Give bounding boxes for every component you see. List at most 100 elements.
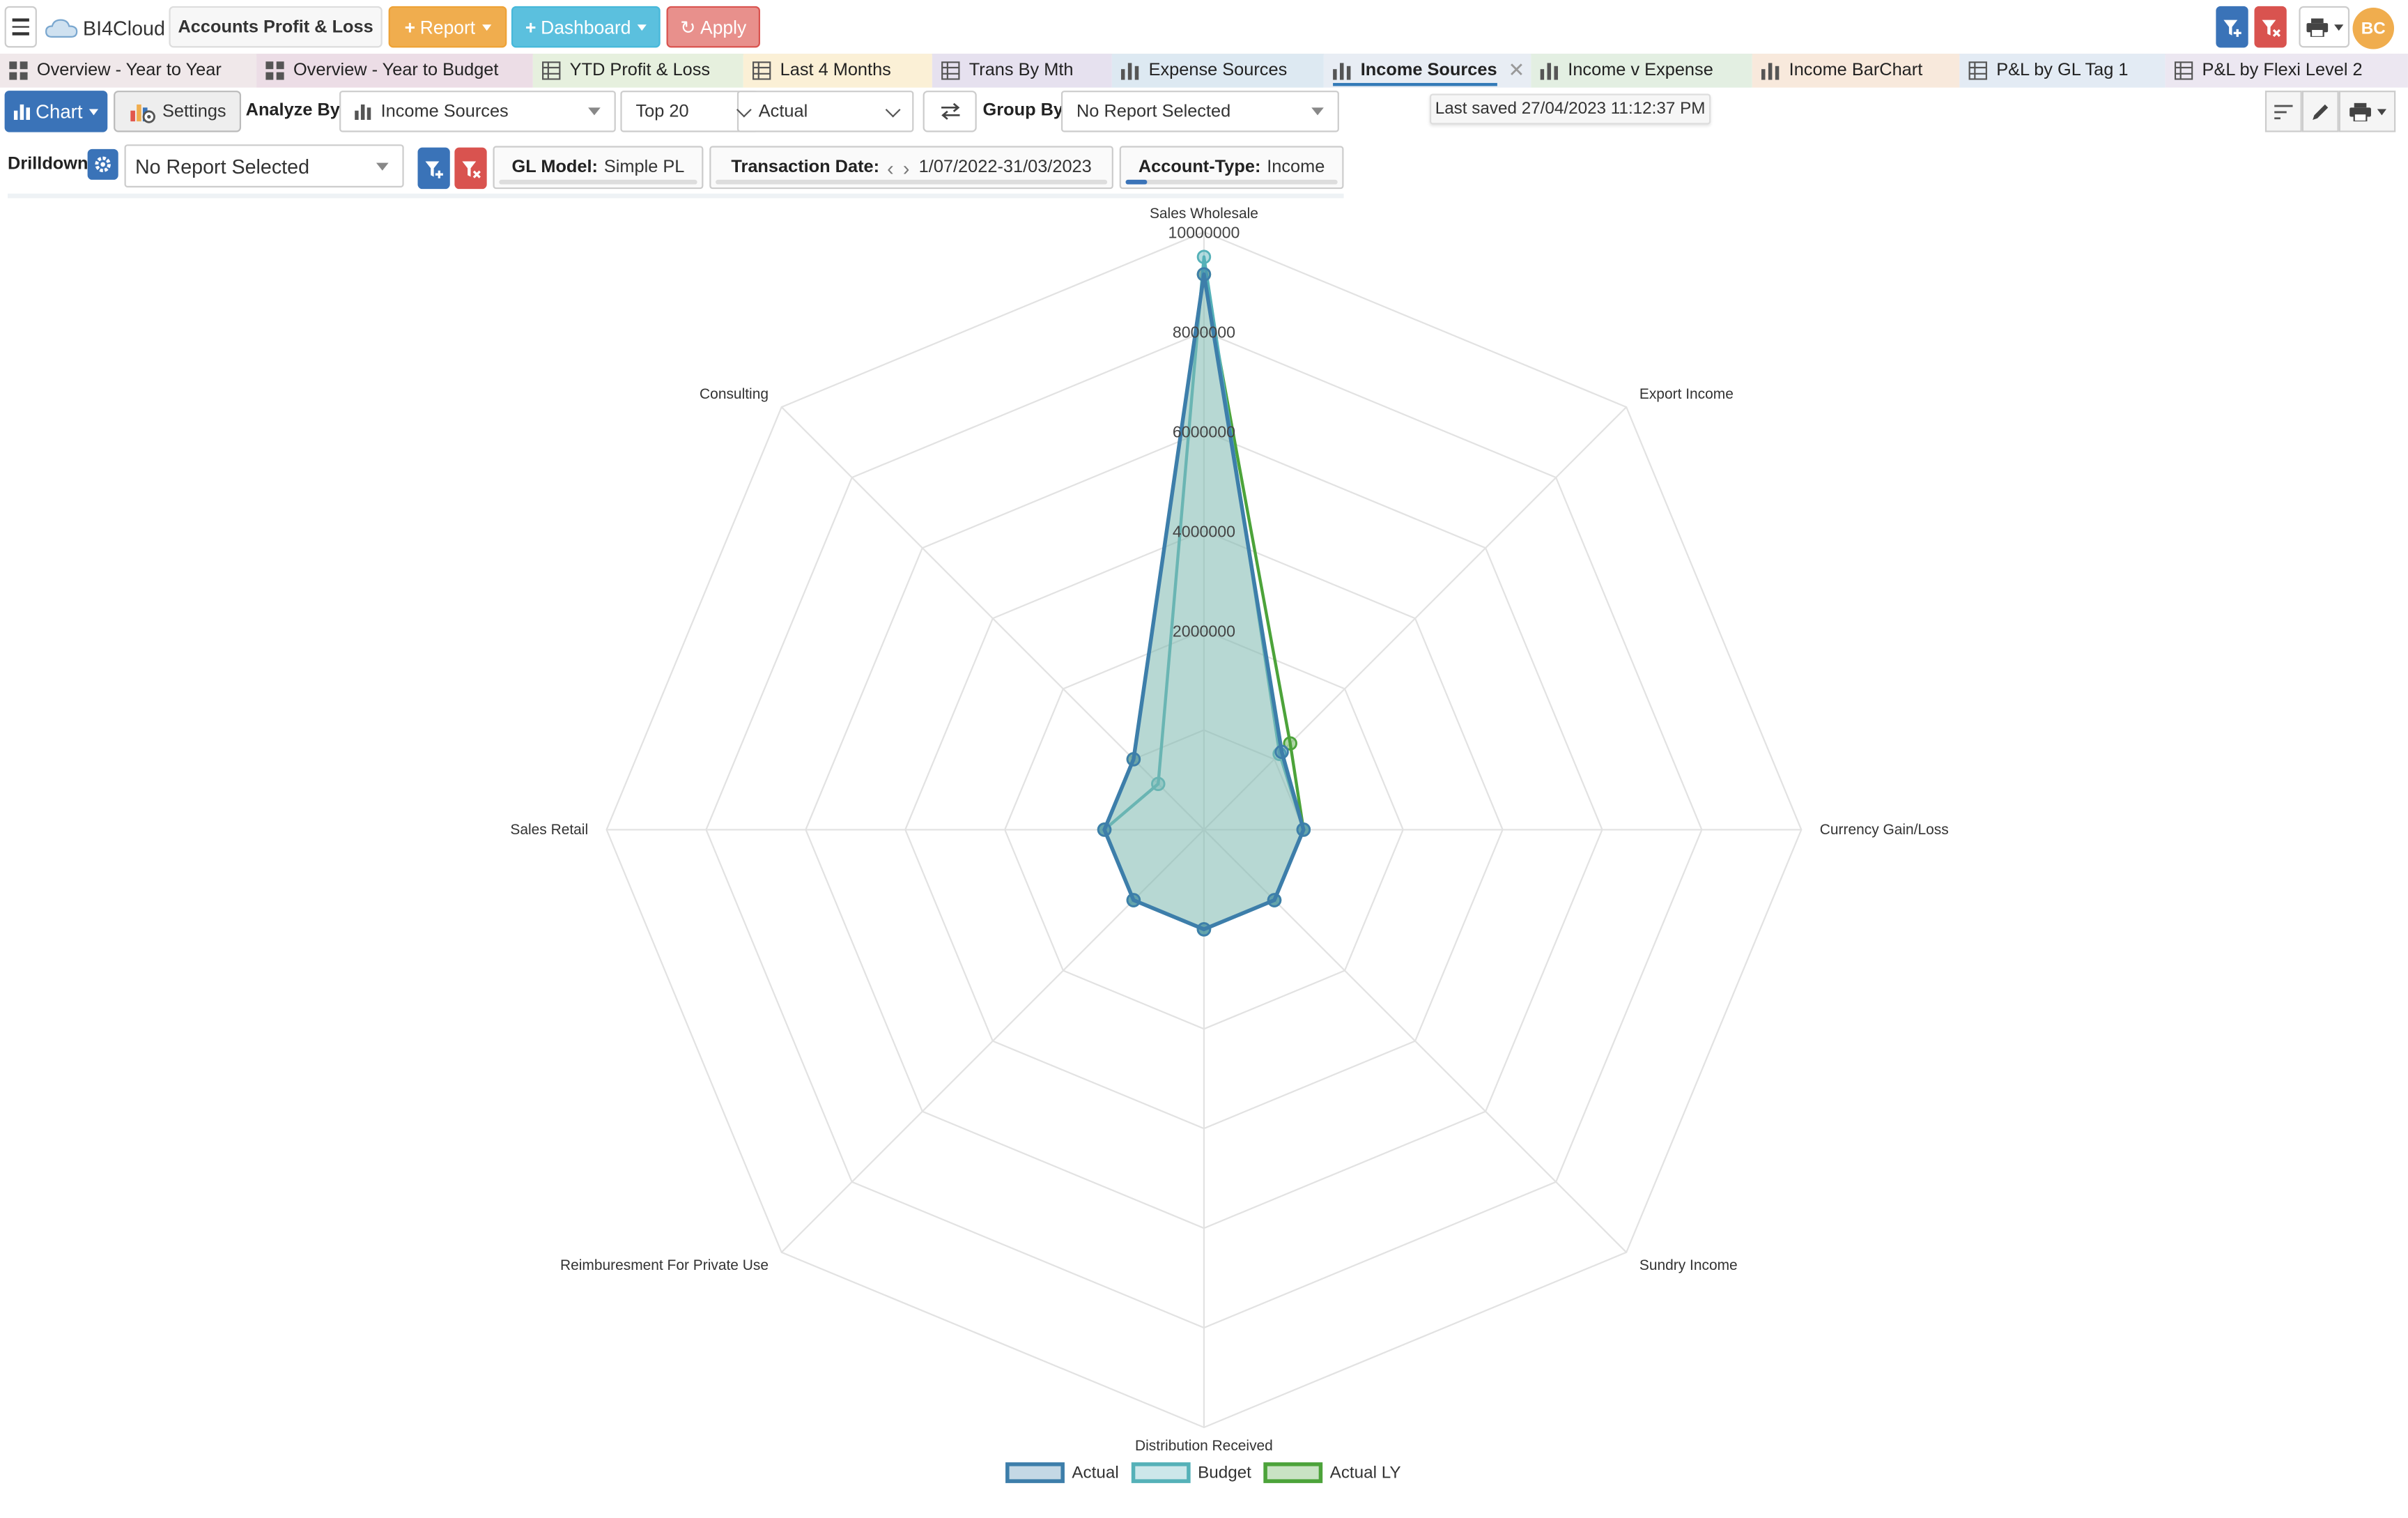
gl-model-label: GL Model: — [511, 158, 599, 177]
printer-icon — [2306, 17, 2328, 36]
axis-label: Consulting — [700, 386, 769, 402]
axis-label: Sundry Income — [1639, 1257, 1738, 1273]
account-type-label: Account-Type: — [1138, 158, 1261, 177]
add-filter-button[interactable] — [417, 147, 450, 190]
tab-p-l-by-flexi-level-2[interactable]: P&L by Flexi Level 2 — [2165, 54, 2408, 88]
legend-label[interactable]: Actual LY — [1330, 1464, 1401, 1482]
chart-legend[interactable]: Actual Budget Actual LY — [1005, 1462, 1401, 1483]
user-avatar[interactable]: BC — [2352, 8, 2395, 49]
data-point[interactable] — [1126, 893, 1141, 907]
tab-label: Trans By Mth — [968, 61, 1074, 80]
measure-select[interactable]: Actual — [736, 91, 914, 132]
data-point[interactable] — [1126, 752, 1141, 767]
tab-trans-by-mth[interactable]: Trans By Mth — [932, 54, 1112, 88]
close-tab-icon[interactable]: ✕ — [1508, 58, 1525, 82]
axis-labels: Sales Wholesale Export Income Currency Gai… — [510, 206, 1948, 1454]
top-n-select[interactable]: Top 20 — [620, 91, 759, 132]
dropdown-arrow-icon — [588, 107, 601, 116]
clear-filter-button[interactable] — [2254, 6, 2287, 48]
drilldown-select[interactable]: No Report Selected — [124, 144, 404, 187]
chart-type-button[interactable]: Chart — [4, 91, 108, 132]
legend-swatch[interactable] — [1263, 1462, 1323, 1483]
pencil-icon — [2313, 103, 2329, 119]
report-tabs: Overview - Year to Year Overview - Year t… — [0, 54, 2408, 88]
tab-ytd-profit-loss[interactable]: YTD Profit & Loss — [532, 54, 743, 88]
data-point[interactable] — [1097, 822, 1112, 837]
analyze-by-select[interactable]: Income Sources — [339, 91, 616, 132]
account-type-value: Income — [1267, 158, 1325, 177]
radar-chart: Sales Wholesale Export Income Currency Gai… — [510, 206, 1949, 1483]
analyze-by-label: Analyze By — [245, 101, 340, 120]
legend-swatch[interactable] — [1005, 1462, 1065, 1483]
gl-model-value: Simple PL — [603, 158, 685, 177]
legend-swatch[interactable] — [1131, 1462, 1191, 1483]
data-point[interactable] — [1283, 736, 1297, 751]
app-name: BI4Cloud — [83, 16, 165, 40]
data-point[interactable] — [1274, 744, 1289, 760]
top-n-value: Top 20 — [635, 102, 689, 121]
account-type-filter[interactable]: Account-Type: Income — [1119, 146, 1344, 190]
plus-icon: + — [404, 16, 416, 38]
data-point[interactable] — [1196, 922, 1212, 937]
report-menu-button[interactable]: + Report — [388, 6, 507, 48]
table-icon — [542, 61, 561, 80]
filter-row-underline — [8, 193, 1344, 199]
measure-value: Actual — [758, 102, 808, 121]
tab-overview-year-to-budget[interactable]: Overview - Year to Budget — [256, 54, 533, 88]
tab-label: Income BarChart — [1789, 61, 1923, 80]
tick-label: 6000000 — [1173, 423, 1235, 441]
tab-label: Expense Sources — [1148, 61, 1288, 80]
edit-button[interactable] — [2301, 91, 2339, 132]
legend-label[interactable]: Actual — [1072, 1464, 1118, 1482]
tab-label: Income v Expense — [1568, 61, 1713, 80]
legend-label[interactable]: Budget — [1198, 1464, 1251, 1482]
group-by-label: Group By — [982, 101, 1064, 120]
caret-down-icon — [88, 108, 98, 115]
swap-axes-button[interactable] — [923, 91, 977, 132]
filter-bar-fill — [1125, 179, 1148, 185]
chevron-left-icon[interactable]: ‹ — [887, 155, 894, 179]
bar-chart-icon — [1761, 63, 1780, 80]
tab-p-l-by-gl-tag-1[interactable]: P&L by GL Tag 1 — [1959, 54, 2166, 88]
tab-label: Overview - Year to Budget — [293, 61, 499, 80]
dashboard-button-label: Dashboard — [541, 16, 631, 38]
swap-icon — [940, 102, 959, 120]
chevron-right-icon[interactable]: › — [902, 155, 910, 179]
app-logo[interactable]: BI4Cloud — [45, 13, 165, 43]
add-filter-button[interactable] — [2216, 6, 2248, 48]
settings-button-label: Settings — [162, 102, 226, 121]
tick-labels: 2000000 4000000 6000000 8000000 10000000 — [1168, 224, 1240, 641]
dashboard-menu-button[interactable]: + Dashboard — [511, 6, 661, 48]
chart-print-button[interactable] — [2338, 91, 2396, 132]
filter-add-icon — [424, 160, 442, 178]
dropdown-arrow-icon — [376, 162, 389, 170]
transaction-date-filter[interactable]: Transaction Date: ‹ › 1/07/2022-31/03/20… — [709, 146, 1113, 190]
data-point[interactable] — [1296, 822, 1311, 837]
report-name[interactable]: Accounts Profit & Loss — [169, 6, 383, 48]
print-menu-button[interactable] — [2299, 6, 2350, 48]
tab-income-v-expense[interactable]: Income v Expense — [1531, 54, 1752, 88]
drilldown-settings-button[interactable] — [87, 148, 118, 180]
menu-icon[interactable] — [4, 6, 37, 48]
tab-overview-year-to-year[interactable]: Overview - Year to Year — [0, 54, 257, 88]
drilldown-label: Drilldown — [8, 155, 88, 174]
bar-chart-icon — [355, 104, 371, 120]
settings-button[interactable]: Settings — [114, 91, 242, 132]
tab-label: Overview - Year to Year — [36, 61, 222, 80]
group-by-select[interactable]: No Report Selected — [1060, 91, 1339, 132]
tab-income-sources[interactable]: Income Sources ✕ — [1323, 54, 1531, 88]
tab-last-4-months[interactable]: Last 4 Months — [743, 54, 932, 88]
chevron-down-icon — [736, 102, 752, 118]
data-point[interactable] — [1196, 267, 1212, 282]
tab-label: YTD Profit & Loss — [569, 61, 711, 80]
tab-expense-sources[interactable]: Expense Sources — [1111, 54, 1324, 88]
report-button-label: Report — [419, 16, 476, 38]
clear-filter-button[interactable] — [454, 147, 487, 190]
sort-button[interactable] — [2264, 91, 2302, 132]
apply-button[interactable]: ↻ Apply — [666, 6, 760, 48]
caret-down-icon — [481, 24, 491, 30]
gl-model-filter[interactable]: GL Model: Simple PL — [493, 146, 704, 190]
tab-income-barchart[interactable]: Income BarChart — [1752, 54, 1960, 88]
data-point[interactable] — [1267, 893, 1282, 907]
data-point[interactable] — [1196, 250, 1212, 264]
